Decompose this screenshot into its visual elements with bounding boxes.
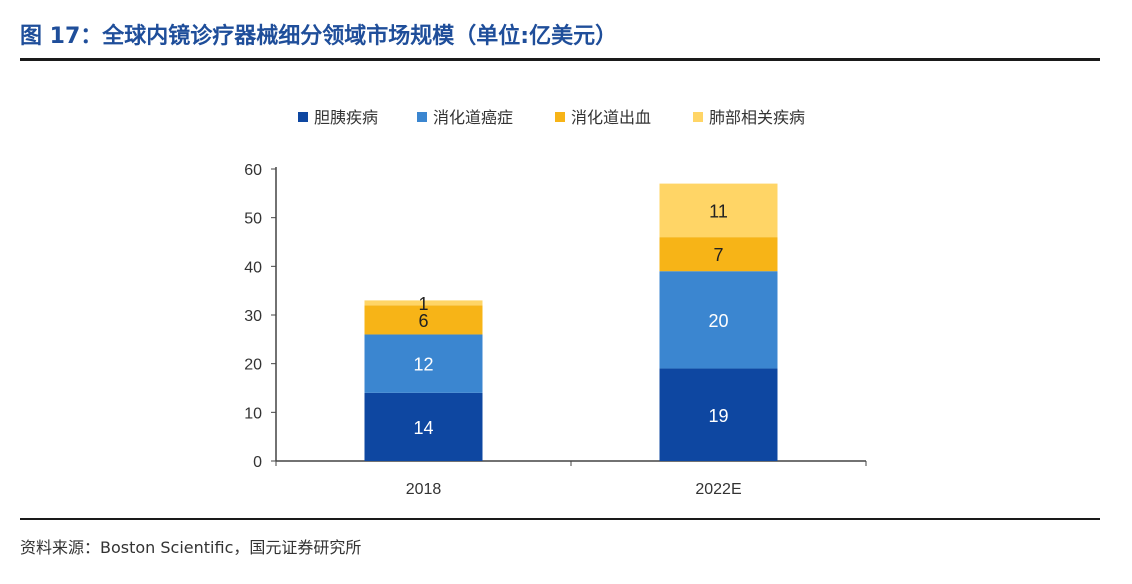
figure-title: 图 17：全球内镜诊疗器械细分领域市场规模（单位:亿美元） <box>20 24 618 49</box>
bar-segment <box>364 392 483 461</box>
y-tick-label: 50 <box>244 211 262 228</box>
y-tick-label: 20 <box>244 357 262 374</box>
chart-legend: 胆胰疾病 消化道癌症 消化道出血 肺部相关疾病 <box>298 108 805 127</box>
legend-swatch <box>693 112 703 122</box>
chart-bars: 14 12 61 19 20 7 11 <box>364 183 778 461</box>
legend-swatch <box>298 112 308 122</box>
y-tick-label: 0 <box>253 454 262 471</box>
legend-label: 肺部相关疾病 <box>709 108 805 127</box>
bar-value-label: 1 <box>418 294 428 314</box>
legend-label: 消化道癌症 <box>433 108 513 127</box>
bar-segment <box>659 183 778 238</box>
bar-value-label: 19 <box>708 406 728 426</box>
x-tick-label: 2018 <box>406 481 442 498</box>
y-tick-label: 10 <box>244 405 262 422</box>
bar-segment <box>659 237 778 272</box>
legend-label: 胆胰疾病 <box>314 108 378 127</box>
bar-value-label: 14 <box>413 418 433 438</box>
bar-segment <box>364 334 483 393</box>
legend-label: 消化道出血 <box>571 108 651 127</box>
y-tick-label: 40 <box>244 259 262 276</box>
top-rule <box>20 58 1100 61</box>
y-tick-label: 60 <box>244 162 262 179</box>
bar-value-label: 6 <box>418 311 428 331</box>
x-tick-label: 2022E <box>695 481 741 498</box>
bar-value-label: 20 <box>708 311 728 331</box>
bar-segment <box>364 300 483 306</box>
source-note: 资料来源：Boston Scientific，国元证券研究所 <box>20 538 362 557</box>
legend-swatch <box>555 112 565 122</box>
legend-swatch <box>417 112 427 122</box>
stacked-bar-chart: 胆胰疾病 消化道癌症 消化道出血 肺部相关疾病 0 10 20 30 40 50 60 2018 20… <box>244 108 867 498</box>
bar-segment <box>659 271 778 369</box>
bar-segment <box>659 368 778 461</box>
bottom-rule <box>20 518 1100 520</box>
y-tick-label: 30 <box>244 308 262 325</box>
bar-segment <box>364 305 483 335</box>
bar-value-label: 12 <box>413 355 433 375</box>
bar-value-label: 7 <box>713 245 723 265</box>
bar-value-label: 11 <box>709 201 728 221</box>
